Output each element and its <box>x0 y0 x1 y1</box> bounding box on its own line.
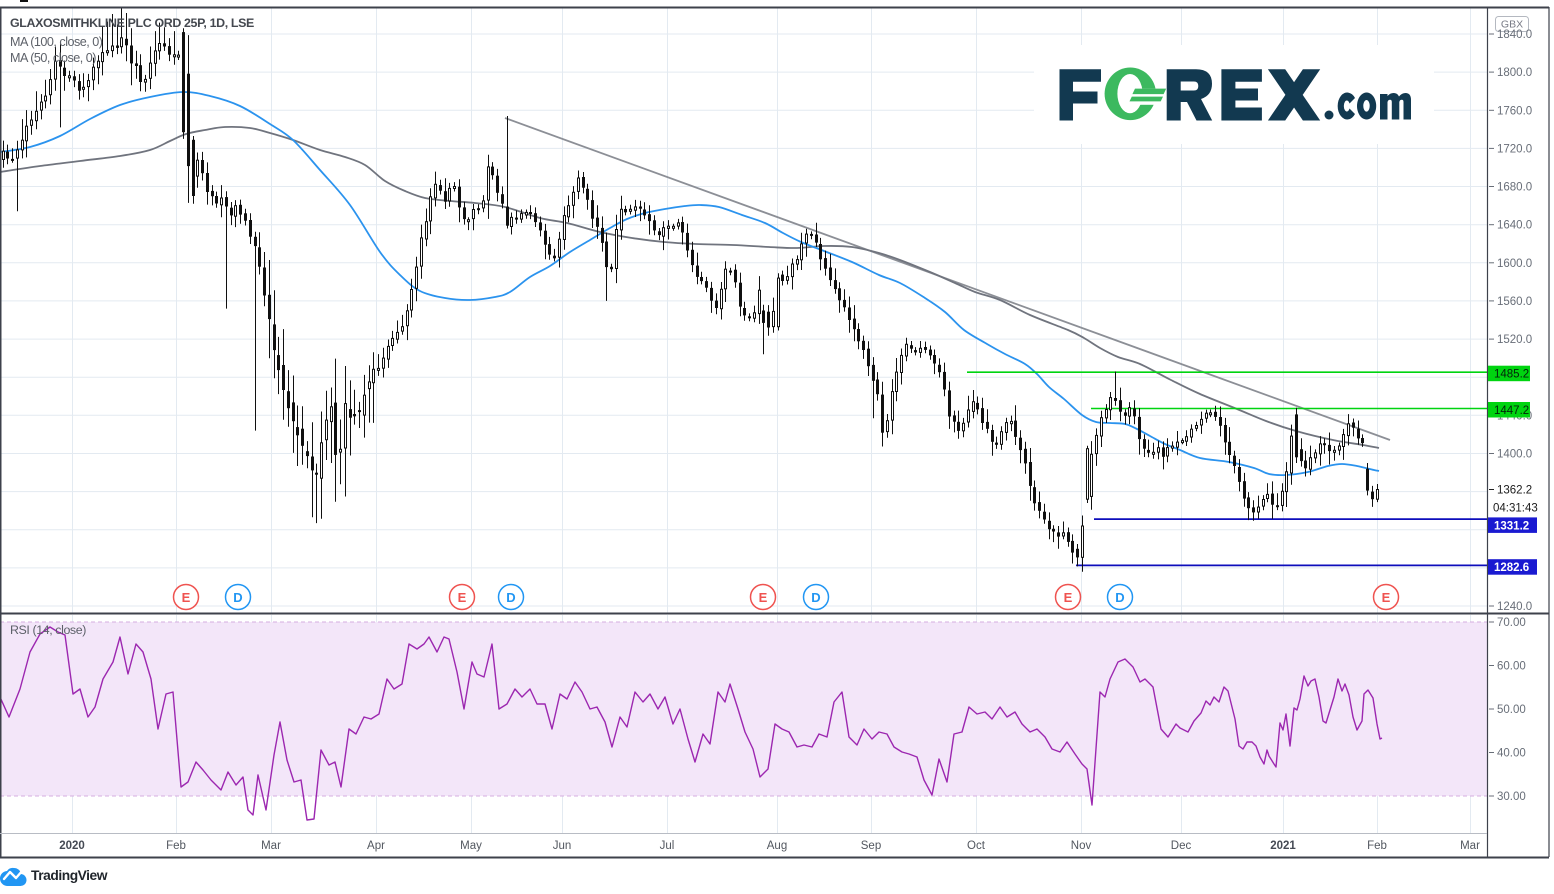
svg-text:Aug: Aug <box>767 840 787 852</box>
svg-text:2020: 2020 <box>59 840 85 852</box>
svg-text:MA (50, close, 0): MA (50, close, 0) <box>10 51 96 65</box>
svg-text:Mar: Mar <box>1460 840 1480 852</box>
svg-text:1680.0: 1680.0 <box>1497 182 1532 194</box>
svg-text:50.00: 50.00 <box>1497 704 1526 716</box>
svg-text:1760.0: 1760.0 <box>1497 105 1532 117</box>
svg-text:RSI (14, close): RSI (14, close) <box>10 623 86 637</box>
svg-text:1720.0: 1720.0 <box>1497 143 1532 155</box>
svg-text:40.00: 40.00 <box>1497 748 1526 760</box>
svg-text:Nov: Nov <box>1071 840 1092 852</box>
svg-text:1331.2: 1331.2 <box>1494 520 1529 532</box>
svg-text:Feb: Feb <box>166 840 186 852</box>
svg-text:D: D <box>233 590 242 605</box>
svg-text:Apr: Apr <box>367 840 385 852</box>
svg-text:Sep: Sep <box>861 840 881 852</box>
svg-text:D: D <box>506 590 515 605</box>
svg-text:D: D <box>811 590 820 605</box>
svg-text:Oct: Oct <box>967 840 986 852</box>
svg-text:E: E <box>458 590 467 605</box>
svg-text:Mar: Mar <box>261 840 281 852</box>
svg-text:1362.2: 1362.2 <box>1497 485 1532 497</box>
svg-text:E: E <box>1064 590 1073 605</box>
svg-text:E: E <box>759 590 768 605</box>
svg-text:1640.0: 1640.0 <box>1497 220 1532 232</box>
svg-text:1400.0: 1400.0 <box>1497 449 1532 461</box>
svg-text:Dec: Dec <box>1171 840 1192 852</box>
svg-text:TradingView: TradingView <box>31 868 108 883</box>
svg-text:70.00: 70.00 <box>1497 617 1526 629</box>
svg-text:1600.0: 1600.0 <box>1497 258 1532 270</box>
svg-text:1485.2: 1485.2 <box>1494 369 1529 381</box>
svg-text:Jun: Jun <box>553 840 572 852</box>
svg-text:30.00: 30.00 <box>1497 791 1526 803</box>
svg-text:1240.0: 1240.0 <box>1497 601 1532 613</box>
svg-text:1520.0: 1520.0 <box>1497 334 1532 346</box>
svg-text:1840.0: 1840.0 <box>1497 29 1532 41</box>
svg-text:GLAXOSMITHKLINE PLC ORD 25P, 1: GLAXOSMITHKLINE PLC ORD 25P, 1D, LSE <box>10 16 254 30</box>
svg-text:2021: 2021 <box>1270 840 1296 852</box>
svg-text:1800.0: 1800.0 <box>1497 67 1532 79</box>
svg-text:1447.2: 1447.2 <box>1494 405 1529 417</box>
svg-text:E: E <box>182 590 191 605</box>
svg-text:1282.6: 1282.6 <box>1494 562 1529 574</box>
svg-text:May: May <box>460 840 482 852</box>
svg-text:Jul: Jul <box>660 840 675 852</box>
svg-text:D: D <box>1115 590 1124 605</box>
svg-text:Feb: Feb <box>1367 840 1387 852</box>
svg-text:MA (100, close, 0): MA (100, close, 0) <box>10 35 103 49</box>
svg-text:E: E <box>1382 590 1391 605</box>
svg-text:1560.0: 1560.0 <box>1497 296 1532 308</box>
svg-text:04:31:43: 04:31:43 <box>1493 503 1538 515</box>
svg-text:60.00: 60.00 <box>1497 661 1526 673</box>
svg-text:GBX: GBX <box>1501 19 1523 31</box>
